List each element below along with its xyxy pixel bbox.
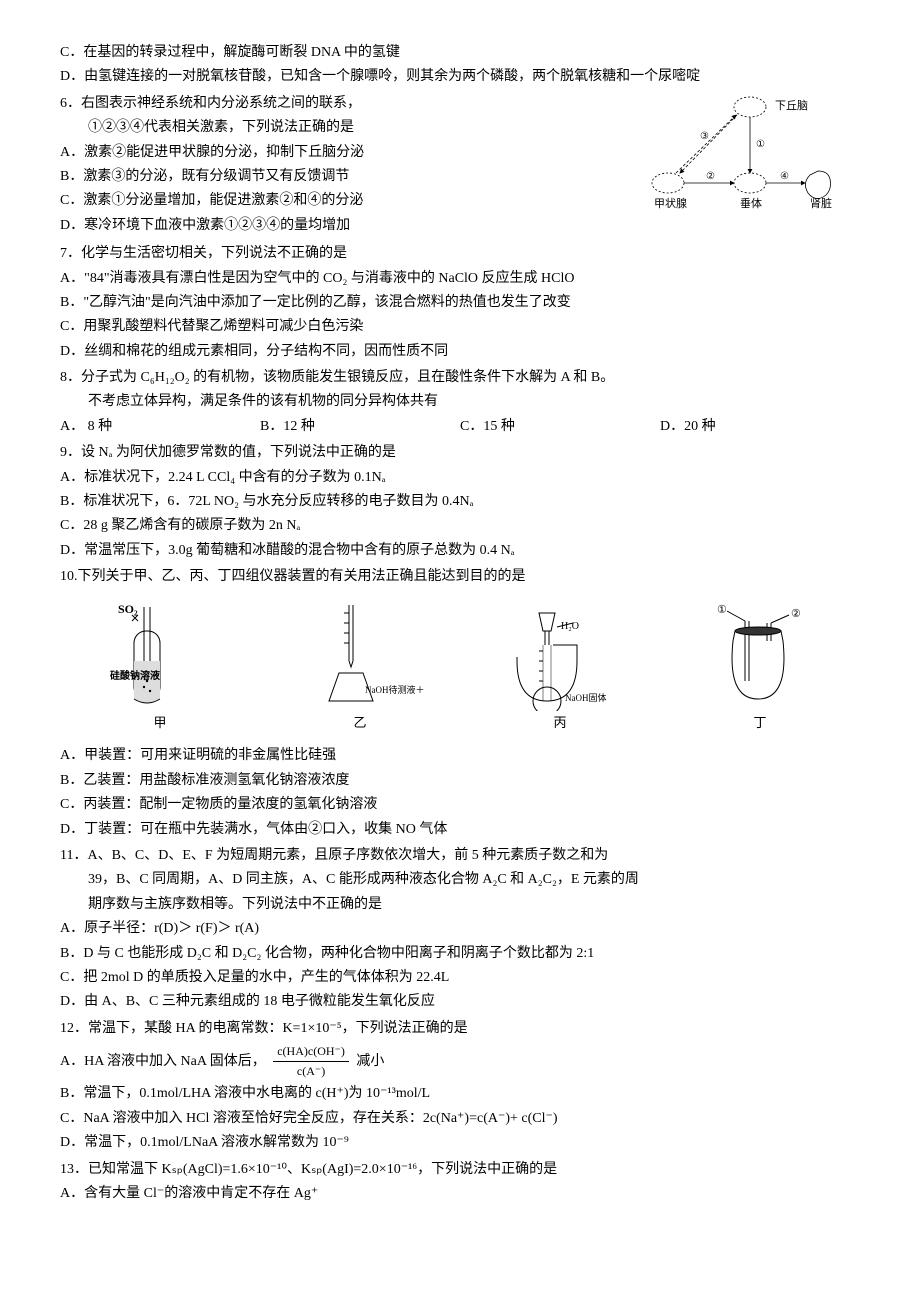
q12-opt-b: B．常温下，0.1mol/LHA 溶液中水电离的 c(H⁺)为 10⁻¹³mol…	[60, 1083, 860, 1105]
svg-text:①: ①	[717, 604, 727, 616]
svg-text:H₂O: H₂O	[561, 621, 579, 632]
q13-opt-a: A．含有大量 Cl⁻的溶液中肯定不存在 Ag⁺	[60, 1183, 860, 1205]
q10-opt-b: B．乙装置：用盐酸标准液测氢氧化钠溶液浓度	[60, 770, 860, 792]
q5-opt-d: D．由氢键连接的一对脱氧核苷酸，已知含一个腺嘌呤，则其余为两个磷酸，两个脱氧核糖…	[60, 66, 860, 88]
q9-opt-c: C．28 g 聚乙烯含有的碳原子数为 2n Nₐ	[60, 515, 860, 537]
svg-text:甲状腺: 甲状腺	[654, 196, 687, 210]
q12-stem: 12．常温下，某酸 HA 的电离常数：K=1×10⁻⁵，下列说法正确的是	[60, 1018, 860, 1040]
q6-opt-d: D．寒冷环境下血液中激素①②③④的量均增加	[60, 215, 860, 237]
q11-stem-3: 期序数与主族序数相等。下列说法中不正确的是	[60, 894, 860, 916]
svg-text:④: ④	[780, 171, 789, 182]
q11-opt-c: C．把 2mol D 的单质投入足量的水中，产生的气体体积为 22.4L	[60, 967, 860, 989]
q9-opt-a: A．标准状况下，2.24 L CCl₄ 中含有的分子数为 0.1Nₐ	[60, 467, 860, 489]
svg-text:NaOH固体: NaOH固体	[565, 692, 607, 703]
apparatus-bing: H₂O NaOH固体 丙	[485, 601, 635, 734]
svg-text:③: ③	[700, 131, 709, 142]
apparatus-ding: ① ② 丁	[685, 601, 835, 734]
svg-text:肾脏: 肾脏	[810, 197, 832, 210]
svg-text:②: ②	[706, 171, 715, 182]
q9-opt-b: B．标准状况下，6．72L NO₂ 与水充分反应转移的电子数目为 0.4Nₐ	[60, 491, 860, 513]
q8-stem-1: 8．分子式为 C₆H₁₂O₂ 的有机物，该物质能发生银镜反应，且在酸性条件下水解…	[60, 367, 860, 389]
q13-stem: 13．已知常温下 Kₛₚ(AgCl)=1.6×10⁻¹⁰、Kₛₚ(AgI)=2.…	[60, 1159, 860, 1181]
q5-opt-c: C．在基因的转录过程中，解旋酶可断裂 DNA 中的氢键	[60, 42, 860, 64]
svg-text:②: ②	[791, 608, 801, 620]
q10-stem: 10.下列关于甲、乙、丙、丁四组仪器装置的有关用法正确且能达到目的的是	[60, 566, 860, 588]
q11-opt-b: B．D 与 C 也能形成 D₂C 和 D₂C₂ 化合物，两种化合物中阳离子和阴离…	[60, 943, 860, 965]
q8-opt-a: A． 8 种	[60, 416, 260, 438]
q9-opt-d: D．常温常压下，3.0g 葡萄糖和冰醋酸的混合物中含有的原子总数为 0.4 Nₐ	[60, 540, 860, 562]
fraction: c(HA)c(OH⁻) c(A⁻)	[273, 1042, 349, 1081]
q9-stem: 9．设 Nₐ 为阿伏加德罗常数的值，下列说法中正确的是	[60, 442, 860, 464]
q11-opt-a: A．原子半径：r(D)＞ r(F)＞ r(A)	[60, 918, 860, 940]
q7-opt-d: D．丝绸和棉花的组成元素相同，分子结构不同，因而性质不同	[60, 341, 860, 363]
q7-stem: 7．化学与生活密切相关，下列说法不正确的是	[60, 243, 860, 265]
q7-opt-b: B．"乙醇汽油"是向汽油中添加了一定比例的乙醇，该混合燃料的热值也发生了改变	[60, 292, 860, 314]
q8-stem-2: 不考虑立体异构，满足条件的该有机物的同分异构体共有	[60, 391, 860, 413]
svg-text:NaOH待测液＋酚酞: NaOH待测液＋酚酞	[365, 684, 425, 695]
apparatus-row: SO₂ 硅酸钠溶液 甲 NaOH待测液＋酚酞	[60, 601, 860, 734]
q10-opt-d: D．丁装置：可在瓶中先装满水，气体由②口入，收集 NO 气体	[60, 819, 860, 841]
q12-opt-d: D．常温下，0.1mol/LNaA 溶液水解常数为 10⁻⁹	[60, 1132, 860, 1154]
q10-opt-c: C．丙装置：配制一定物质的量浓度的氢氧化钠溶液	[60, 794, 860, 816]
q7-opt-a: A．"84"消毒液具有漂白性是因为空气中的 CO₂ 与消毒液中的 NaClO 反…	[60, 268, 860, 290]
apparatus-jia: SO₂ 硅酸钠溶液 甲	[85, 601, 235, 734]
svg-text:硅酸钠溶液: 硅酸钠溶液	[110, 669, 160, 682]
neuro-diagram: 下丘脑 ① ② ③ ④ 甲状腺 垂体 肾脏	[640, 93, 860, 213]
q12-opt-a: A．HA 溶液中加入 NaA 固体后， c(HA)c(OH⁻) c(A⁻) 减小	[60, 1042, 860, 1081]
q11-stem-2: 39，B、C 同周期，A、D 同主族，A、C 能形成两种液态化合物 A₂C 和 …	[60, 869, 860, 891]
q11-opt-d: D．由 A、B、C 三种元素组成的 18 电子微粒能发生氧化反应	[60, 991, 860, 1013]
svg-text:SO₂: SO₂	[118, 602, 138, 616]
apparatus-yi: NaOH待测液＋酚酞 乙	[285, 601, 435, 734]
q8-opt-c: C．15 种	[460, 416, 660, 438]
svg-text:下丘脑: 下丘脑	[775, 99, 808, 112]
q8-opt-b: B．12 种	[260, 416, 460, 438]
q10-opt-a: A．甲装置：可用来证明硫的非金属性比硅强	[60, 745, 860, 767]
q7-opt-c: C．用聚乳酸塑料代替聚乙烯塑料可减少白色污染	[60, 316, 860, 338]
svg-text:①: ①	[756, 139, 765, 150]
q8-opt-d: D．20 种	[660, 416, 860, 438]
svg-text:垂体: 垂体	[740, 196, 762, 210]
q11-stem-1: 11．A、B、C、D、E、F 为短周期元素，且原子序数依次增大，前 5 种元素质…	[60, 845, 860, 867]
q12-opt-c: C．NaA 溶液中加入 HCl 溶液至恰好完全反应，存在关系：2c(Na⁺)=c…	[60, 1108, 860, 1130]
